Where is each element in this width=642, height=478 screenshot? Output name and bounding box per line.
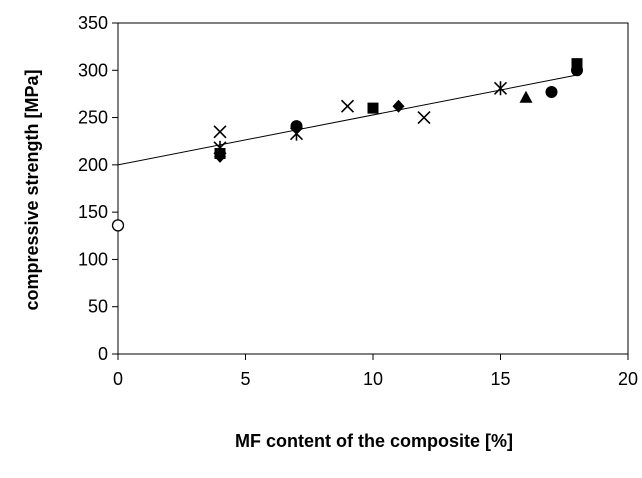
- data-point-filled-circle: [545, 86, 558, 99]
- x-tick-label: 15: [490, 369, 510, 389]
- data-point-filled-square: [571, 58, 583, 70]
- x-tick-label: 20: [618, 369, 638, 389]
- x-axis-title: MF content of the composite [%]: [235, 431, 513, 451]
- y-tick-label: 200: [78, 155, 108, 175]
- x-tick-label: 10: [363, 369, 383, 389]
- x-tick-label: 0: [113, 369, 123, 389]
- data-point-cross: [213, 125, 227, 139]
- x-tick-label: 5: [240, 369, 250, 389]
- y-tick-label: 150: [78, 202, 108, 222]
- data-point-filled-circle: [290, 120, 303, 133]
- data-point-open-circle: [111, 219, 125, 232]
- y-axis: 0 50 100 150 200 250 300 350: [78, 13, 118, 364]
- data-point-cross: [340, 99, 355, 113]
- data-points: [111, 58, 583, 232]
- y-tick-label: 300: [78, 60, 108, 80]
- y-tick-label: 0: [98, 344, 108, 364]
- y-axis-title: compressive strength [MPa]: [22, 69, 42, 310]
- data-point-cross: [417, 111, 431, 125]
- trendline-group: [117, 74, 578, 166]
- x-axis: 0 5 10 15 20: [113, 354, 638, 389]
- data-point-asterisk: [493, 81, 508, 96]
- data-point-filled-square: [367, 102, 379, 114]
- y-tick-label: 50: [88, 297, 108, 317]
- y-tick-label: 250: [78, 108, 108, 128]
- y-tick-label: 350: [78, 13, 108, 33]
- trendline: [117, 74, 578, 166]
- plot-area-frame: [117, 22, 629, 355]
- data-point-filled-circle: [571, 64, 583, 77]
- data-point-filled-triangle: [519, 90, 533, 103]
- data-point-asterisk: [213, 140, 227, 155]
- y-tick-label: 100: [78, 249, 108, 269]
- data-point-filled-diamond: [392, 99, 405, 113]
